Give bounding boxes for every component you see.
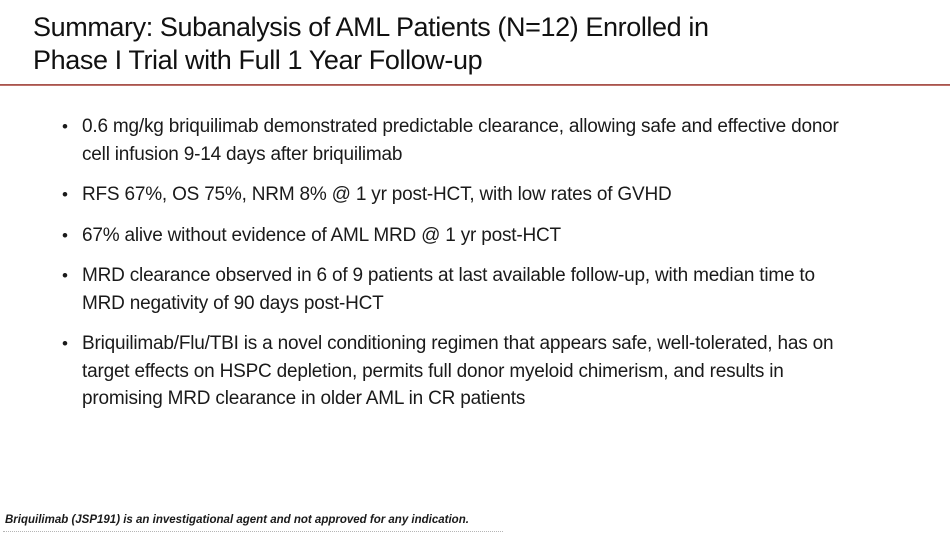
disclaimer-footnote: Briquilimab (JSP191) is an investigation… bbox=[5, 514, 469, 526]
bullet-text: 0.6 mg/kg briquilimab demonstrated predi… bbox=[82, 116, 839, 165]
list-item: • 67% alive without evidence of AML MRD … bbox=[62, 222, 852, 250]
bullet-text: RFS 67%, OS 75%, NRM 8% @ 1 yr post-HCT,… bbox=[82, 184, 672, 205]
bullet-text: MRD clearance observed in 6 of 9 patient… bbox=[82, 265, 815, 314]
list-item: • 0.6 mg/kg briquilimab demonstrated pre… bbox=[62, 113, 852, 168]
list-item: • MRD clearance observed in 6 of 9 patie… bbox=[62, 262, 852, 317]
list-item: • RFS 67%, OS 75%, NRM 8% @ 1 yr post-HC… bbox=[62, 181, 852, 209]
bullet-list: • 0.6 mg/kg briquilimab demonstrated pre… bbox=[62, 113, 852, 426]
slide-title-line-2: Phase I Trial with Full 1 Year Follow-up bbox=[33, 45, 483, 75]
bullet-icon: • bbox=[62, 185, 68, 204]
bullet-icon: • bbox=[62, 117, 68, 136]
list-item: • Briquilimab/Flu/TBI is a novel conditi… bbox=[62, 330, 852, 413]
bullet-icon: • bbox=[62, 225, 68, 245]
slide-title: Summary: Subanalysis of AML Patients (N=… bbox=[33, 11, 813, 77]
bullet-text: 67% alive without evidence of AML MRD @ … bbox=[82, 224, 561, 246]
bullet-icon: • bbox=[62, 334, 68, 353]
slide-title-line-1: Summary: Subanalysis of AML Patients (N=… bbox=[33, 12, 709, 42]
bullet-icon: • bbox=[62, 266, 68, 285]
title-accent-rule bbox=[0, 84, 950, 86]
footnote-ghost-line bbox=[3, 531, 503, 532]
bullet-text: Briquilimab/Flu/TBI is a novel condition… bbox=[82, 333, 834, 409]
